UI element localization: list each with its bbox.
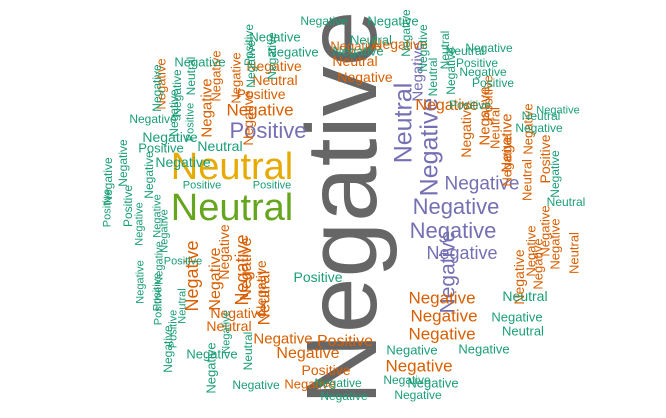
word-neutral-25: Neutral xyxy=(206,318,252,334)
word-negative-57: Negative xyxy=(240,90,256,146)
word-negative-28: Negative xyxy=(284,376,336,392)
word-negative-128: Negative xyxy=(548,150,562,198)
word-negative-91: Negative xyxy=(407,375,459,391)
word-negative-72: Negative xyxy=(129,112,177,126)
word-negative-31: Negative xyxy=(415,97,479,114)
word-negative-127: Negative xyxy=(265,32,279,80)
word-negative-109: Negative xyxy=(150,64,164,112)
word-neutral-87: Neutral xyxy=(502,323,544,339)
word-negative-99: Negative xyxy=(244,40,258,88)
word-negative-45: Negative xyxy=(530,238,546,290)
word-positive-3: Positive xyxy=(229,118,307,143)
word-neutral-36: Neutral xyxy=(519,159,535,201)
word-negative-90: Negative xyxy=(383,373,431,387)
word-negative-14: Negative xyxy=(410,306,478,326)
word-negative-12: Negative xyxy=(372,36,428,52)
word-negative-6: Negative xyxy=(409,218,497,243)
word-negative-94: Negative xyxy=(314,376,362,390)
word-neutral-46: Neutral xyxy=(566,232,582,274)
word-negative-4: Negative xyxy=(444,173,520,195)
word-neutral-66: Neutral xyxy=(445,44,485,58)
word-positive-120: Positive xyxy=(152,286,165,326)
word-negative-53: Negative xyxy=(253,260,269,316)
word-negative-111: Negative xyxy=(142,151,156,199)
word-negative-124: Negative xyxy=(161,325,175,373)
word-negative-44: Negative xyxy=(547,218,563,270)
word-negative-17: Negative xyxy=(337,69,393,85)
word-negative-26: Negative xyxy=(253,330,313,348)
word-negative-61: Negative xyxy=(367,13,419,29)
word-negative-74: Negative xyxy=(465,41,513,55)
word-negative-115: Negative xyxy=(133,202,146,246)
word-negative-73: Negative xyxy=(155,154,211,170)
word-positive-80: Positive xyxy=(448,98,492,112)
word-neutral-20: Neutral xyxy=(252,72,298,88)
word-neutral-85: Neutral xyxy=(502,288,548,304)
word-negative-7: Negative xyxy=(426,243,498,263)
word-negative-81: Negative xyxy=(515,121,563,135)
word-negative-15: Negative xyxy=(408,324,476,344)
word-negative-107: Negative xyxy=(167,89,181,137)
word-neutral-1: Neutral xyxy=(170,146,294,188)
word-negative-22: Negative xyxy=(226,100,294,120)
word-negative-64: Negative xyxy=(267,44,319,60)
word-positive-77: Positive xyxy=(182,179,222,192)
word-positive-113: Positive xyxy=(101,188,114,228)
word-negative-71: Negative xyxy=(142,129,198,145)
word-positive-23: Positive xyxy=(316,333,374,350)
word-positive-78: Positive xyxy=(252,179,292,192)
word-positive-114: Positive xyxy=(121,184,135,228)
word-negative-88: Negative xyxy=(458,341,510,357)
word-negative-62: Negative xyxy=(249,29,301,45)
word-negative-95: Negative xyxy=(320,389,368,403)
word-negative-86: Negative xyxy=(491,309,543,325)
word-positive-108: Positive xyxy=(184,102,197,142)
word-negative-19: Negative xyxy=(246,58,302,74)
word-neutral-2: Neutral xyxy=(170,187,294,229)
word-negative-69: Negative xyxy=(174,54,226,70)
word-neutral-126: Neutral xyxy=(241,331,255,371)
word-positive-70: Positive xyxy=(471,76,515,90)
word-negative-121: Negative xyxy=(134,260,147,304)
word-positive-79: Positive xyxy=(163,255,203,268)
word-negative-29: Negative xyxy=(330,38,382,54)
word-neutral-76: Neutral xyxy=(197,138,243,154)
word-neutral-105: Neutral xyxy=(184,56,198,96)
word-negative-49: Negative xyxy=(216,224,232,280)
word-negative-110: Negative xyxy=(116,139,130,187)
word-negative-97: Negative xyxy=(203,342,219,394)
word-positive-27: Positive xyxy=(301,362,351,378)
word-neutral-83: Neutral xyxy=(521,109,561,123)
word-negative-60: Negative xyxy=(300,14,348,28)
word-positive-67: Positive xyxy=(455,56,499,70)
word-negative-68: Negative xyxy=(459,65,507,79)
word-negative-13: Negative xyxy=(408,288,476,308)
word-negative-96: Negative xyxy=(186,346,238,362)
word-negative-125: Negative xyxy=(220,310,233,354)
word-positive-21: Positive xyxy=(236,86,286,102)
word-neutral-103: Neutral xyxy=(426,57,440,97)
word-negative-93: Negative xyxy=(232,378,280,392)
word-negative-65: Negative xyxy=(332,43,384,59)
word-negative-104: Negative xyxy=(444,47,458,95)
word-negative-16: Negative xyxy=(385,356,453,376)
word-neutral-84: Neutral xyxy=(546,195,586,209)
word-positive-75: Positive xyxy=(138,140,184,156)
word-negative-82: Negative xyxy=(536,104,580,117)
word-negative-92: Negative xyxy=(394,388,442,402)
word-neutral-18: Neutral xyxy=(332,53,378,69)
word-negative-89: Negative xyxy=(386,342,438,358)
word-negative-5: Negative xyxy=(412,194,500,219)
word-negative-100: Negative xyxy=(399,9,413,57)
word-negative-24: Negative xyxy=(276,345,340,362)
word-negative-30: Negative xyxy=(210,305,266,321)
word-positive-59: Positive xyxy=(293,269,343,285)
word-neutral-63: Neutral xyxy=(350,32,392,48)
